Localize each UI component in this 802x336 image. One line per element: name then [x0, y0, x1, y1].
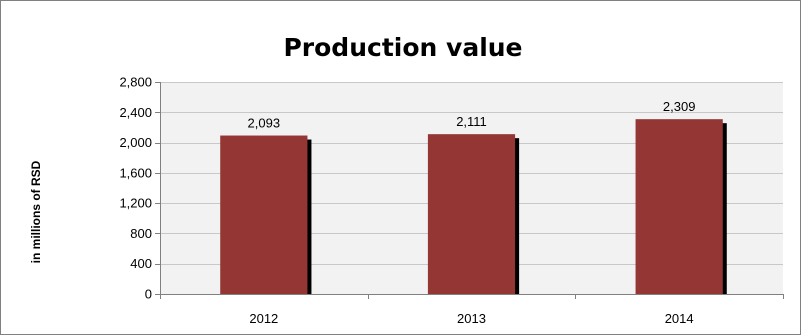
y-tick-label: 1,200	[119, 196, 152, 211]
y-tick-label: 400	[130, 256, 152, 271]
chart-title: Production value	[283, 33, 522, 62]
x-tick-label: 2012	[249, 311, 278, 326]
y-tick-label: 1,600	[119, 165, 152, 180]
x-tick-label: 2014	[665, 311, 694, 326]
y-tick-label: 2,000	[119, 135, 152, 150]
bar	[220, 135, 308, 294]
y-tick-label: 800	[130, 226, 152, 241]
data-label: 2,111	[456, 114, 487, 129]
y-tick-label: 2,400	[119, 105, 152, 120]
data-label: 2,309	[663, 99, 696, 114]
bar	[635, 119, 723, 294]
axes	[155, 82, 784, 299]
y-tick-label: 2,800	[119, 75, 152, 90]
bar	[427, 134, 516, 294]
tick-labels: 0 400 800 1,200 1,600 2,000 2,400 2,800 2012 2013…	[119, 75, 693, 327]
y-tick-label: 0	[145, 287, 152, 302]
data-label: 2,093	[248, 116, 281, 131]
bars-group	[220, 119, 727, 294]
data-labels: 2,093 2,111 2,309	[248, 99, 696, 130]
x-tick-label: 2013	[457, 311, 486, 326]
y-axis-label: in millions of RSD	[29, 160, 43, 263]
